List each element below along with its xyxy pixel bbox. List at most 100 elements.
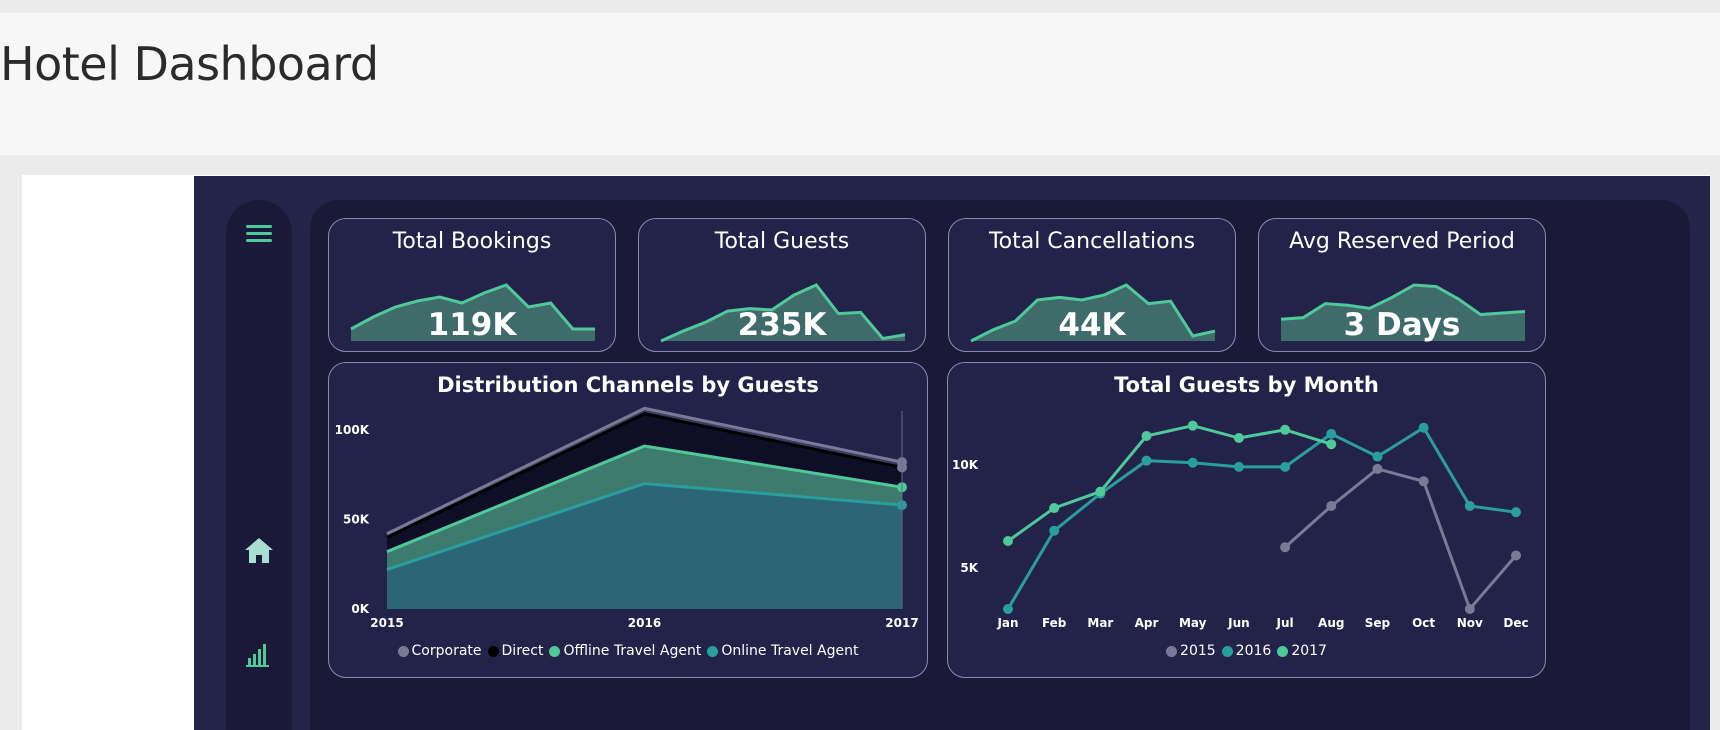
legend-label: Online Travel Agent [721, 643, 859, 659]
x-tick-label: May [1179, 616, 1207, 630]
bar-chart-icon[interactable] [242, 636, 276, 674]
area-series-direct [387, 413, 902, 552]
report-canvas: Total Bookings 119K Total Guests 235K To… [194, 176, 1710, 730]
line-point [1464, 501, 1475, 511]
kpi-value: 44K [1058, 307, 1126, 343]
sparkline-line [970, 283, 1216, 343]
kpi-card-avg-reserved-period: Avg Reserved Period 3 Days [1258, 218, 1546, 352]
kpi-sparkline [970, 283, 1216, 343]
legend-item[interactable]: 2016 [1221, 643, 1271, 659]
legend-item[interactable]: 2015 [1166, 643, 1216, 659]
x-tick-label: Nov [1457, 616, 1483, 630]
legend-label: Corporate [411, 643, 482, 659]
line-point [1326, 439, 1337, 450]
legend-item[interactable]: 2017 [1277, 643, 1327, 659]
legend-item[interactable]: Direct [487, 643, 544, 659]
line-point [1141, 430, 1152, 441]
line-series-2015 [1284, 467, 1518, 612]
area-series-offline-travel-agent [387, 445, 902, 570]
chart-legend: Corporate Direct Offline Travel Agent Onlin… [329, 643, 927, 661]
legend-dot [549, 645, 561, 657]
home-icon[interactable] [242, 534, 276, 572]
legend-item[interactable]: Corporate [397, 643, 482, 659]
legend-label: 2017 [1291, 643, 1327, 659]
area-chart-plot: 0K 50K 100K 2015 2016 2017 [335, 406, 919, 630]
area-line-corporate [386, 406, 903, 536]
page-title: Hotel Dashboard [0, 37, 379, 91]
kpi-sparkline [1280, 283, 1526, 341]
y-tick-label: 10K [952, 458, 979, 472]
kpi-sparkline [660, 283, 906, 343]
line-series-2016 [1006, 425, 1517, 610]
kpi-value: 119K [427, 307, 517, 343]
line-point [1326, 501, 1337, 511]
line-point [1049, 525, 1060, 536]
line-series-2017 [1007, 424, 1332, 543]
x-tick-label: Aug [1318, 616, 1344, 630]
line-point [1003, 536, 1013, 547]
line-point [1372, 451, 1383, 462]
line-point [1372, 463, 1383, 474]
kpi-value: 235K [737, 307, 827, 343]
sparkline-area [1281, 285, 1525, 341]
legend-dot [707, 645, 719, 657]
line-point [1049, 503, 1060, 514]
kpi-title: Total Cancellations [988, 229, 1196, 254]
legend-label: 2015 [1180, 643, 1216, 659]
y-tick-label: 100K [335, 423, 370, 437]
area-line-offline-travel-agent [386, 444, 903, 554]
kpi-title: Avg Reserved Period [1289, 229, 1515, 254]
sparkline-line [350, 283, 595, 331]
distribution-channels-chart[interactable]: Distribution Channels by Guests 0K 50K 100… [328, 362, 928, 678]
legend-item[interactable]: Online Travel Agent [707, 643, 858, 659]
line-point [1280, 424, 1291, 435]
area-line-online-travel-agent [386, 482, 903, 572]
y-tick-label: 50K [343, 512, 370, 526]
legend-dot [1166, 645, 1178, 657]
y-tick-label: 5K [960, 561, 978, 575]
line-point [1141, 455, 1152, 466]
sparkline-line [1280, 283, 1526, 321]
x-tick-label: Dec [1503, 616, 1528, 630]
sparkline-area [661, 285, 905, 341]
legend-dot [487, 645, 499, 657]
legend-dot [1221, 645, 1233, 657]
x-tick-label: 2016 [628, 616, 661, 630]
sparkline-area [971, 285, 1215, 341]
x-tick-label: Feb [1042, 616, 1067, 630]
legend-label: Direct [501, 643, 544, 659]
line-point [1187, 420, 1198, 431]
area-series-online-travel-agent [387, 483, 902, 609]
chart-legend: 2015 2016 2017 [948, 643, 1545, 661]
x-tick-label: Jul [1276, 616, 1294, 630]
line-point [1233, 433, 1244, 444]
legend-item[interactable]: Offline Travel Agent [549, 643, 701, 659]
line-point [1326, 428, 1337, 439]
x-tick-label: 2015 [370, 616, 403, 630]
legend-dot [397, 645, 409, 657]
hamburger-menu-icon[interactable] [242, 220, 276, 254]
area-line-direct [386, 412, 903, 539]
line-chart-plot: 5K 10K Jan Feb Mar Apr May Jun Jul Aug Sep Oct Nov De… [952, 420, 1529, 630]
chart-title: Total Guests by Month [1114, 373, 1379, 397]
line-point [1418, 476, 1429, 487]
x-tick-label: Mar [1087, 616, 1113, 630]
x-tick-label: 2017 [885, 616, 918, 630]
page-header: Hotel Dashboard [0, 13, 1720, 155]
legend-label: Offline Travel Agent [563, 643, 702, 659]
line-point [1418, 422, 1429, 433]
line-point [1511, 550, 1521, 561]
line-point [1233, 461, 1244, 472]
sparkline-area [351, 285, 595, 341]
legend-dot [1277, 645, 1289, 657]
kpi-value: 3 Days [1343, 307, 1461, 343]
line-point [1511, 507, 1521, 518]
guests-by-month-chart[interactable]: Total Guests by Month 5K 10K Jan Feb Mar Apr M… [947, 362, 1546, 678]
x-tick-label: Jun [1227, 616, 1250, 630]
y-tick-label: 0K [351, 602, 369, 616]
kpi-card-total-cancellations: Total Cancellations 44K [948, 218, 1236, 352]
sparkline-line [660, 283, 906, 343]
content-panel: Total Bookings 119K Total Guests 235K To… [310, 200, 1690, 730]
x-tick-label: Oct [1412, 616, 1435, 630]
kpi-sparkline [350, 283, 595, 341]
